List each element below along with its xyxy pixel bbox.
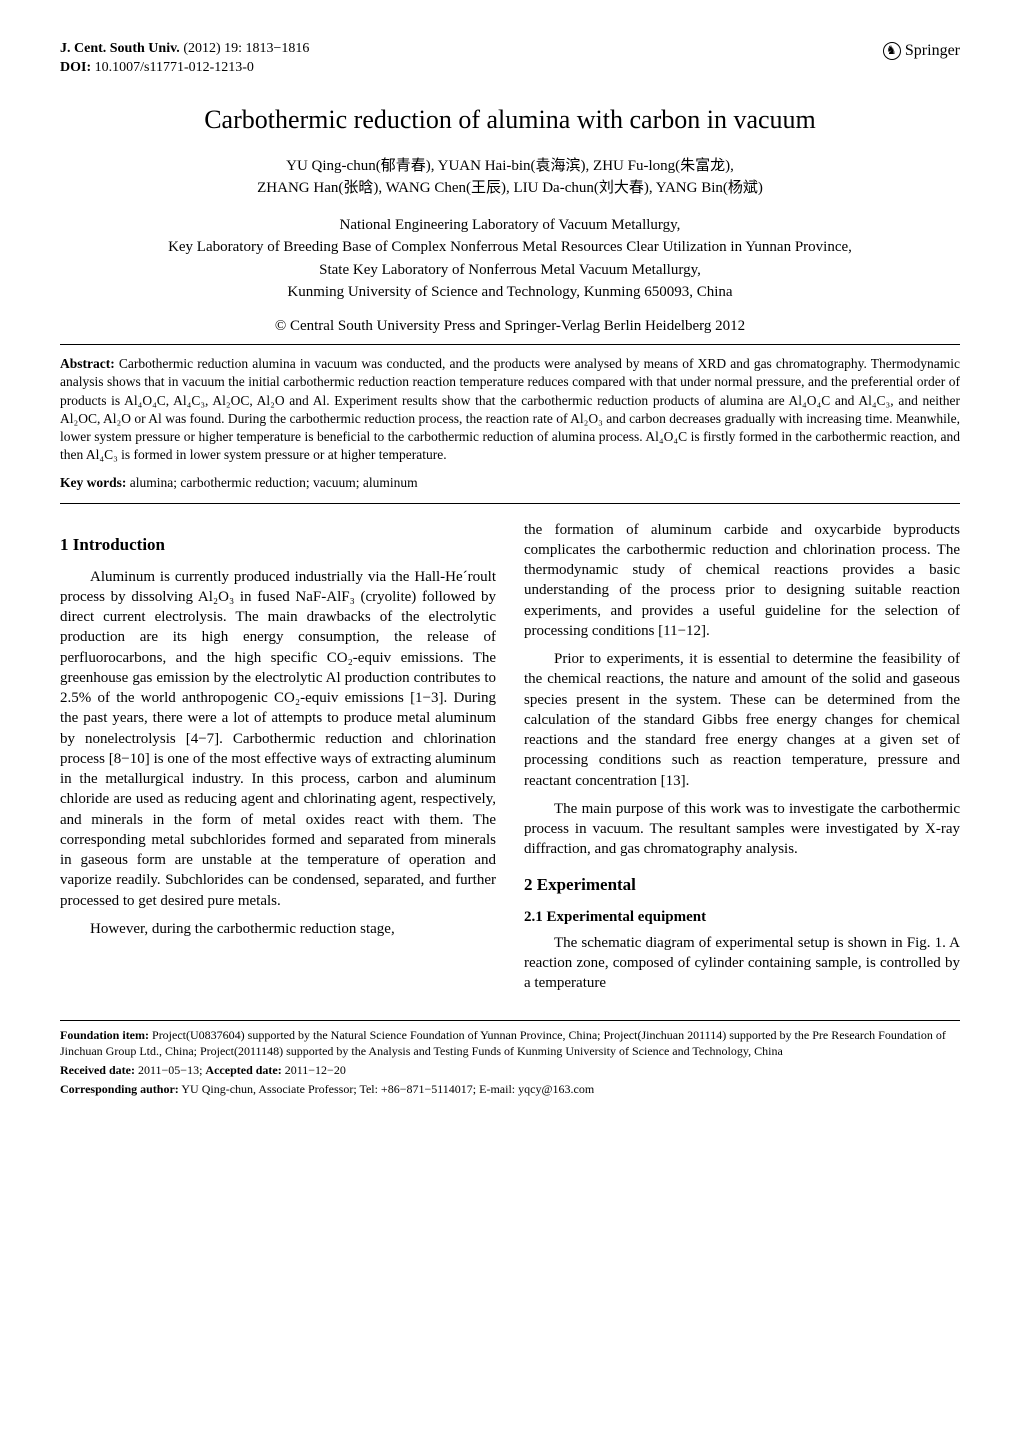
publisher-name: Springer (905, 40, 960, 62)
affiliations-block: National Engineering Laboratory of Vacuu… (60, 214, 960, 304)
keywords-text: alumina; carbothermic reduction; vacuum;… (130, 475, 418, 490)
corresponding-author-line: Corresponding author: YU Qing-chun, Asso… (60, 1081, 960, 1097)
left-column: 1 Introduction Aluminum is currently pro… (60, 520, 496, 1002)
experimental-paragraph-1: The schematic diagram of experimental se… (524, 933, 960, 994)
journal-vol-pages: (2012) 19: 1813−1816 (183, 41, 309, 56)
publisher-logo: Springer (883, 40, 960, 62)
affiliation-4: Kunming University of Science and Techno… (60, 281, 960, 304)
article-title: Carbothermic reduction of alumina with c… (60, 102, 960, 137)
authors-block: YU Qing-chun(郁青春), YUAN Hai-bin(袁海滨), ZH… (60, 155, 960, 200)
keywords-block: Key words: alumina; carbothermic reducti… (60, 474, 960, 492)
horizontal-rule-bottom (60, 503, 960, 504)
corresponding-label: Corresponding author: (60, 1082, 179, 1096)
body-columns: 1 Introduction Aluminum is currently pro… (60, 520, 960, 1002)
foundation-label: Foundation item: (60, 1028, 149, 1042)
intro-paragraph-3: the formation of aluminum carbide and ox… (524, 520, 960, 642)
received-value: 2011−05−13; (138, 1063, 202, 1077)
corresponding-value: YU Qing-chun, Associate Professor; Tel: … (181, 1082, 594, 1096)
doi-line: DOI: 10.1007/s11771-012-1213-0 (60, 59, 309, 78)
doi-value: 10.1007/s11771-012-1213-0 (95, 60, 254, 75)
journal-citation: J. Cent. South Univ. (2012) 19: 1813−181… (60, 40, 309, 59)
journal-info: J. Cent. South Univ. (2012) 19: 1813−181… (60, 40, 309, 78)
intro-paragraph-1: Aluminum is currently produced industria… (60, 567, 496, 911)
keywords-label: Key words: (60, 475, 126, 490)
affiliation-3: State Key Laboratory of Nonferrous Metal… (60, 259, 960, 282)
received-label: Received date: (60, 1063, 135, 1077)
intro-paragraph-4: Prior to experiments, it is essential to… (524, 649, 960, 791)
section-heading-experimental: 2 Experimental (524, 874, 960, 897)
abstract-block: Abstract: Carbothermic reduction alumina… (60, 355, 960, 464)
foundation-item: Foundation item: Project(U0837604) suppo… (60, 1027, 960, 1059)
accepted-label: Accepted date: (205, 1063, 281, 1077)
affiliation-1: National Engineering Laboratory of Vacuu… (60, 214, 960, 237)
right-column: the formation of aluminum carbide and ox… (524, 520, 960, 1002)
journal-name: J. Cent. South Univ. (60, 41, 180, 56)
copyright-line: © Central South University Press and Spr… (60, 316, 960, 336)
doi-label: DOI: (60, 60, 91, 75)
abstract-text: Carbothermic reduction alumina in vacuum… (60, 356, 960, 462)
affiliation-2: Key Laboratory of Breeding Base of Compl… (60, 236, 960, 259)
authors-line-1: YU Qing-chun(郁青春), YUAN Hai-bin(袁海滨), ZH… (60, 155, 960, 178)
section-heading-introduction: 1 Introduction (60, 534, 496, 557)
springer-horse-icon (883, 42, 901, 60)
intro-paragraph-5: The main purpose of this work was to inv… (524, 799, 960, 860)
horizontal-rule-top (60, 344, 960, 345)
subsection-heading-equipment: 2.1 Experimental equipment (524, 907, 960, 927)
dates-line: Received date: 2011−05−13; Accepted date… (60, 1062, 960, 1078)
foundation-text: Project(U0837604) supported by the Natur… (60, 1028, 946, 1058)
intro-paragraph-2: However, during the carbothermic reducti… (60, 919, 496, 939)
accepted-value: 2011−12−20 (285, 1063, 346, 1077)
authors-line-2: ZHANG Han(张晗), WANG Chen(王辰), LIU Da-chu… (60, 177, 960, 200)
footnotes-block: Foundation item: Project(U0837604) suppo… (60, 1020, 960, 1098)
page-header: J. Cent. South Univ. (2012) 19: 1813−181… (60, 40, 960, 78)
abstract-label: Abstract: (60, 356, 115, 371)
